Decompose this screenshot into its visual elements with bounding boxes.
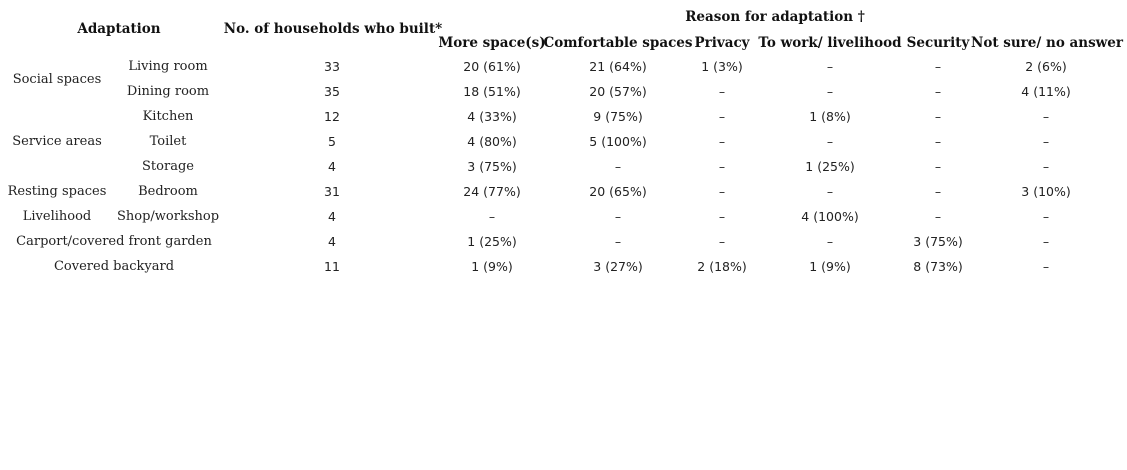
cell-privacy: – <box>718 209 726 224</box>
header-adaptation: Adaptation <box>77 21 161 37</box>
cell-comfortable: 3 (27%) <box>593 259 643 274</box>
row-item: Storage <box>142 159 194 174</box>
row-households: 4 <box>328 209 336 224</box>
header-reason-group: Reason for adaptation † <box>685 9 865 25</box>
cell-work: 1 (8%) <box>809 109 851 124</box>
group-livelihood: Livelihood <box>22 209 92 224</box>
cell-security: 8 (73%) <box>913 259 963 274</box>
cell-more-space: 1 (25%) <box>467 234 517 249</box>
cell-privacy: 1 (3%) <box>701 59 743 74</box>
cell-security: 3 (75%) <box>913 234 963 249</box>
cell-more-space: 24 (77%) <box>463 184 521 199</box>
row-item: Shop/workshop <box>116 209 220 224</box>
cell-more-space: 4 (33%) <box>467 109 517 124</box>
row-item: Covered backyard <box>53 259 175 274</box>
cell-comfortable: 21 (64%) <box>589 59 647 74</box>
row-item: Kitchen <box>142 109 194 124</box>
cell-security: – <box>934 159 942 174</box>
header-more-space: More space(s) <box>438 35 546 51</box>
cell-not-sure: 2 (6%) <box>1025 59 1067 74</box>
header-security: Security <box>906 35 970 51</box>
cell-work: – <box>826 184 834 199</box>
cell-not-sure: – <box>1042 234 1050 249</box>
cell-privacy: – <box>718 184 726 199</box>
cell-work: – <box>826 84 834 99</box>
row-item: Toilet <box>149 134 187 149</box>
cell-not-sure: 3 (10%) <box>1021 184 1071 199</box>
row-households: 5 <box>328 134 336 149</box>
row-item: Living room <box>128 59 208 74</box>
cell-comfortable: 20 (65%) <box>589 184 647 199</box>
group-service-areas: Service areas <box>12 134 102 149</box>
cell-privacy: – <box>718 134 726 149</box>
row-item: Carport/covered front garden <box>16 234 212 249</box>
row-households: 33 <box>324 59 340 74</box>
row-item: Dining room <box>126 84 210 99</box>
cell-security: – <box>934 184 942 199</box>
cell-more-space: 3 (75%) <box>467 159 517 174</box>
cell-more-space: 4 (80%) <box>467 134 517 149</box>
cell-work: – <box>826 59 834 74</box>
cell-security: – <box>934 109 942 124</box>
cell-work: – <box>826 134 834 149</box>
cell-more-space: 18 (51%) <box>463 84 521 99</box>
cell-work: 4 (100%) <box>801 209 859 224</box>
cell-not-sure: 4 (11%) <box>1021 84 1071 99</box>
group-social-spaces: Social spaces <box>12 72 102 87</box>
cell-comfortable: – <box>614 209 622 224</box>
cell-security: – <box>934 209 942 224</box>
cell-not-sure: – <box>1042 134 1050 149</box>
cell-privacy: 2 (18%) <box>697 259 747 274</box>
cell-not-sure: – <box>1042 159 1050 174</box>
cell-work: 1 (9%) <box>809 259 851 274</box>
header-not-sure: Not sure/ no answer <box>970 35 1124 51</box>
cell-more-space: 20 (61%) <box>463 59 521 74</box>
cell-security: – <box>934 84 942 99</box>
cell-comfortable: 20 (57%) <box>589 84 647 99</box>
row-households: 31 <box>324 184 340 199</box>
cell-security: – <box>934 134 942 149</box>
group-resting-spaces: Resting spaces <box>7 184 107 199</box>
header-privacy: Privacy <box>694 35 750 51</box>
cell-security: – <box>934 59 942 74</box>
cell-comfortable: 5 (100%) <box>589 134 647 149</box>
header-work-livelihood: To work/ livelihood <box>758 35 902 51</box>
row-households: 35 <box>324 84 340 99</box>
cell-not-sure: – <box>1042 259 1050 274</box>
cell-privacy: – <box>718 109 726 124</box>
row-households: 4 <box>328 159 336 174</box>
cell-more-space: – <box>488 209 496 224</box>
cell-comfortable: – <box>614 159 622 174</box>
cell-comfortable: – <box>614 234 622 249</box>
header-households: No. of households who built* <box>223 21 443 37</box>
cell-not-sure: – <box>1042 109 1050 124</box>
cell-privacy: – <box>718 234 726 249</box>
header-comfortable: Comfortable spaces <box>543 35 693 51</box>
row-households: 12 <box>324 109 340 124</box>
cell-work: 1 (25%) <box>805 159 855 174</box>
row-households: 4 <box>328 234 336 249</box>
cell-more-space: 1 (9%) <box>471 259 513 274</box>
cell-comfortable: 9 (75%) <box>593 109 643 124</box>
cell-privacy: – <box>718 159 726 174</box>
cell-privacy: – <box>718 84 726 99</box>
row-item: Bedroom <box>138 184 198 199</box>
cell-not-sure: – <box>1042 209 1050 224</box>
row-households: 11 <box>324 259 340 274</box>
cell-work: – <box>826 234 834 249</box>
